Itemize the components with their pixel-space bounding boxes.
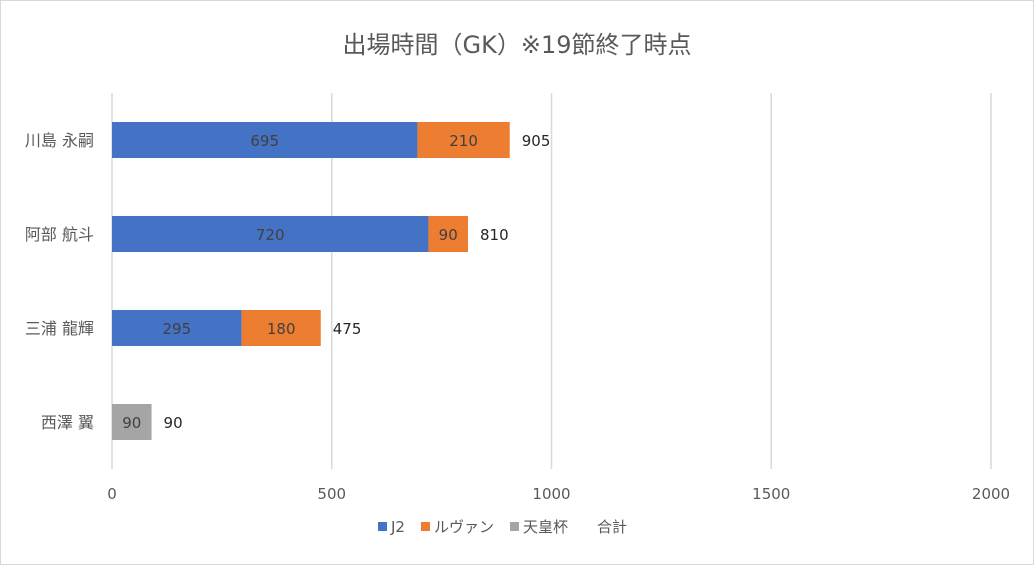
total-label: 475 bbox=[333, 320, 362, 338]
data-label: 695 bbox=[250, 132, 279, 150]
legend-swatch bbox=[509, 522, 519, 531]
x-tick-label: 2000 bbox=[972, 485, 1010, 503]
bar-segment bbox=[112, 310, 242, 346]
total-label: 810 bbox=[480, 226, 509, 244]
legend: J2 ルヴァン 天皇杯 合計 bbox=[378, 518, 627, 536]
data-label: 90 bbox=[439, 226, 458, 244]
bar-segment bbox=[112, 404, 152, 440]
data-label: 210 bbox=[449, 132, 478, 150]
legend-label: J2 bbox=[390, 518, 405, 536]
total-label: 90 bbox=[164, 414, 183, 432]
x-tick-label: 500 bbox=[317, 485, 346, 503]
legend-swatch bbox=[420, 522, 430, 531]
category-label: 川島 永嗣 bbox=[25, 131, 94, 150]
x-tick-label: 0 bbox=[107, 485, 117, 503]
category-label: 三浦 龍輝 bbox=[25, 319, 94, 338]
data-label: 720 bbox=[256, 226, 285, 244]
x-tick-label: 1500 bbox=[752, 485, 790, 503]
bars: 695 210 905 720 90 810 295 180 475 90 90 bbox=[112, 122, 550, 440]
category-label: 西澤 翼 bbox=[41, 413, 94, 432]
bar-segment bbox=[112, 216, 429, 252]
bar-segment bbox=[417, 122, 510, 158]
data-label: 295 bbox=[163, 320, 192, 338]
bar-segment bbox=[241, 310, 321, 346]
legend-label: 天皇杯 bbox=[523, 518, 568, 536]
chart-title: 出場時間（GK）※19節終了時点 bbox=[343, 31, 692, 59]
total-label: 905 bbox=[522, 132, 551, 150]
legend-label: ルヴァン bbox=[434, 518, 494, 536]
bar-segment bbox=[112, 122, 418, 158]
x-tick-labels: 0 500 1000 1500 2000 bbox=[107, 485, 1010, 503]
bar-segment bbox=[428, 216, 468, 252]
x-tick-label: 1000 bbox=[532, 485, 570, 503]
data-label: 180 bbox=[267, 320, 296, 338]
legend-label: 合計 bbox=[597, 518, 627, 536]
data-label: 90 bbox=[122, 414, 141, 432]
category-label: 阿部 航斗 bbox=[25, 225, 94, 244]
legend-swatch bbox=[378, 522, 387, 531]
